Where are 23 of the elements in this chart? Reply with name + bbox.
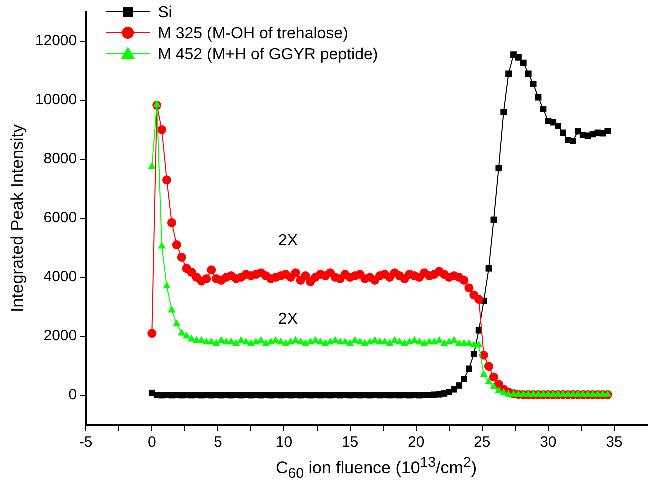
y-tick-label: 0 (68, 386, 78, 404)
y-tick-label: 2000 (44, 328, 78, 345)
x-tick-label: 20 (408, 434, 425, 452)
legend-label: M 452 (M+H of GGYR peptide) (158, 46, 378, 64)
annotation: 2X (278, 232, 298, 250)
y-tick-label: 8000 (44, 150, 78, 168)
annotation: 2X (278, 311, 298, 328)
x-tick-label: 30 (540, 434, 557, 452)
x-tick-label: 0 (148, 434, 156, 452)
x-tick-label: 5 (214, 434, 222, 452)
y-tick-label: 12000 (35, 32, 78, 50)
x-tick-label: 10 (276, 434, 293, 452)
x-axis-title: C$_{60}$ ion fluence (10$^{13}$/cm$^{2}$) (275, 455, 478, 482)
y-tick-label: 10000 (35, 92, 78, 109)
x-tick-label: 25 (474, 434, 491, 452)
legend-label: Si (158, 4, 172, 22)
y-axis-title: Integrated Peak Intensity (8, 124, 27, 313)
y-tick-label: 4000 (44, 268, 78, 286)
y-tick-label: 6000 (44, 210, 78, 227)
x-tick-label: 15 (342, 434, 359, 452)
x-tick-label: -5 (79, 434, 93, 452)
x-tick-label: 35 (606, 434, 623, 452)
legend-label: M 325 (M-OH of trehalose) (158, 25, 348, 42)
